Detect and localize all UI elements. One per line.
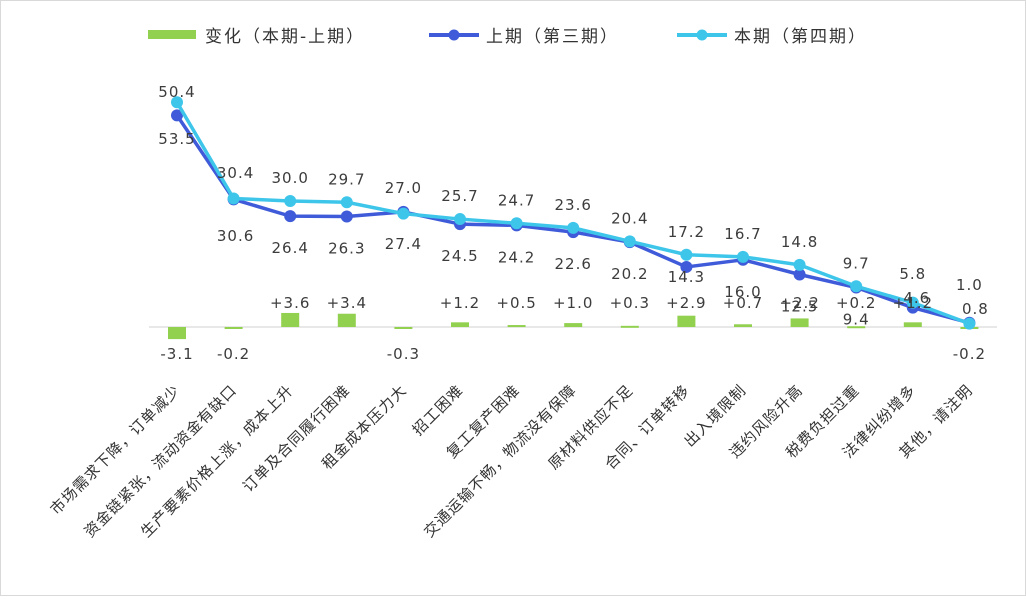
prev-label-15: 1.0 [956,276,983,294]
legend: 变化（本期-上期） 上期（第三期） 本期（第四期） [148,27,867,47]
curr-label-14: 5.8 [899,265,926,283]
curr-label-6: 25.7 [441,187,478,205]
bar-3 [281,312,300,327]
curr-series-point-11 [737,250,749,263]
prev-label-2: 30.4 [217,164,254,182]
change-label-9: +0.3 [610,294,650,312]
prev-label-7: 24.2 [498,248,535,266]
curr-label-7: 24.7 [498,191,535,209]
curr-series-point-12 [793,258,806,271]
change-label-4: +3.4 [327,294,367,312]
prev-series-point-3 [284,210,297,223]
change-label-14: +1.2 [893,294,933,312]
prev-label-12: 12.5 [781,298,818,316]
bar-13 [847,326,866,329]
curr-series-point-7 [510,217,523,230]
x-tick-label-group: 市场需求下降，订单减少资金链紧张，流动资金有缺口生产要素价格上涨，成本上升订单及… [47,381,977,541]
legend-bar-label: 变化（本期-上期） [205,27,365,47]
prev-label-4: 26.3 [328,240,365,258]
prev-label-6: 24.5 [441,247,478,265]
curr-series-point-9 [623,235,636,248]
bar-12 [790,318,809,327]
change-label-8: +1.0 [553,294,593,312]
change-label-2: -0.2 [217,345,250,363]
change-label-11: +0.7 [723,294,763,312]
bar-8 [564,323,583,327]
curr-label-1: 53.5 [158,130,195,148]
curr-label-13: 9.7 [843,254,870,272]
line-series-group [171,96,976,330]
curr-series-point-8 [567,221,580,234]
legend-bar-swatch [148,30,196,39]
curr-series-point-13 [850,280,863,293]
bar-14 [903,322,922,327]
curr-label-2: 30.6 [217,227,254,245]
change-label-12: +2.2 [779,294,819,312]
curr-label-12: 14.8 [781,233,818,251]
legend-curr-marker-swatch [696,29,708,41]
curr-label-3: 30.0 [271,169,308,187]
bar-5 [394,327,413,329]
change-label-13: +0.2 [836,294,876,312]
bar-1 [168,327,186,340]
curr-series-point-6 [454,213,466,226]
bar-series-group [168,312,979,340]
curr-label-15: 0.8 [962,300,989,318]
change-label-15: -0.2 [953,345,986,363]
curr-series-point-2 [227,192,240,205]
prev-label-10: 14.3 [668,268,705,286]
curr-series-point-3 [284,195,297,207]
legend-prev-marker-swatch [448,29,460,41]
curr-label-8: 23.6 [554,196,591,214]
x-tick-label-4: 订单及合同履行困难 [239,381,354,496]
prev-series-point-12 [793,268,806,281]
legend-prev-label: 上期（第三期） [486,27,619,47]
curr-label-10: 17.2 [668,223,705,241]
bar-10 [677,315,696,327]
prev-series-line [175,114,970,325]
prev-series-point-10 [680,260,693,273]
bar-2 [224,327,243,329]
curr-series-point-15 [963,317,976,330]
bar-7 [507,325,526,328]
change-label-3: +3.6 [270,294,310,312]
curr-label-9: 20.4 [611,209,648,227]
curr-series-point-4 [340,196,353,209]
change-label-10: +2.9 [666,294,706,312]
curr-series-point-14 [906,296,919,309]
bar-6 [451,322,469,327]
x-tick-label-6: 招工困难 [409,381,467,439]
prev-label-11: 16.0 [724,283,761,301]
bar-11 [734,324,752,327]
change-label-5: -0.3 [387,345,420,363]
change-label-7: +0.5 [496,294,536,312]
prev-series-point-1 [171,109,183,122]
curr-series-point-1 [171,96,183,109]
curr-label-5: 27.0 [385,179,422,197]
change-label-6: +1.2 [440,294,480,312]
data-label-group: 50.4 30.4 26.4 26.3 27.4 24.5 24.2 22.6 20.2 14.3… [158,83,989,363]
change-label-1: -3.1 [160,345,193,363]
bar-4 [337,313,356,327]
prev-series-point-4 [340,210,353,223]
curr-series-point-5 [397,207,410,220]
prev-label-3: 26.4 [271,239,308,257]
prev-label-1: 50.4 [158,83,195,101]
prev-label-13: 9.4 [843,311,870,329]
curr-series-point-10 [680,248,693,261]
legend-curr-label: 本期（第四期） [734,27,867,47]
bar-9 [620,325,639,328]
prev-label-14: 4.6 [903,289,930,307]
prev-label-9: 20.2 [611,265,648,283]
curr-label-11: 16.7 [724,225,761,243]
curr-label-4: 29.7 [328,170,365,188]
prev-label-5: 27.4 [385,235,422,253]
prev-label-8: 22.6 [554,255,591,273]
